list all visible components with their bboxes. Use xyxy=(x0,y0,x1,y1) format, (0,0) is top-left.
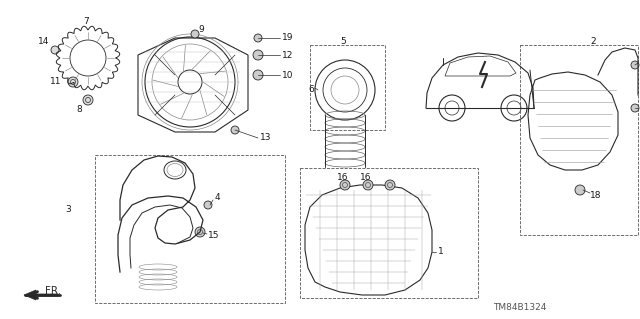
Text: 13: 13 xyxy=(260,133,271,143)
Circle shape xyxy=(575,185,585,195)
Text: 1: 1 xyxy=(438,248,444,256)
Text: 3: 3 xyxy=(65,205,71,214)
Text: 18: 18 xyxy=(590,190,602,199)
Circle shape xyxy=(631,104,639,112)
Bar xyxy=(300,168,478,298)
Text: 12: 12 xyxy=(282,50,293,60)
Circle shape xyxy=(631,61,639,69)
Text: 10: 10 xyxy=(282,70,294,79)
Circle shape xyxy=(254,34,262,42)
Circle shape xyxy=(385,180,395,190)
Bar xyxy=(310,45,385,130)
Text: TM84B1324: TM84B1324 xyxy=(493,303,547,313)
Text: 19: 19 xyxy=(282,33,294,42)
Circle shape xyxy=(340,180,350,190)
Circle shape xyxy=(191,30,199,38)
Text: 16: 16 xyxy=(337,174,349,182)
Text: 2: 2 xyxy=(590,38,596,47)
Circle shape xyxy=(51,46,59,54)
Text: 4: 4 xyxy=(215,192,221,202)
Circle shape xyxy=(253,50,263,60)
Circle shape xyxy=(363,180,373,190)
Circle shape xyxy=(204,201,212,209)
Text: 7: 7 xyxy=(83,18,89,26)
Polygon shape xyxy=(24,290,36,300)
Text: 8: 8 xyxy=(76,106,82,115)
Circle shape xyxy=(253,70,263,80)
Circle shape xyxy=(231,126,239,134)
Text: 5: 5 xyxy=(340,38,346,47)
Circle shape xyxy=(83,95,93,105)
Text: 6: 6 xyxy=(308,85,314,94)
Text: 15: 15 xyxy=(208,231,220,240)
Text: 11: 11 xyxy=(50,78,61,86)
Circle shape xyxy=(68,77,78,87)
Text: 9: 9 xyxy=(198,26,204,34)
Bar xyxy=(95,155,285,303)
Text: FR.: FR. xyxy=(45,286,61,296)
Circle shape xyxy=(195,227,205,237)
Bar xyxy=(520,45,638,235)
Text: 14: 14 xyxy=(38,38,49,47)
Text: 16: 16 xyxy=(360,174,371,182)
